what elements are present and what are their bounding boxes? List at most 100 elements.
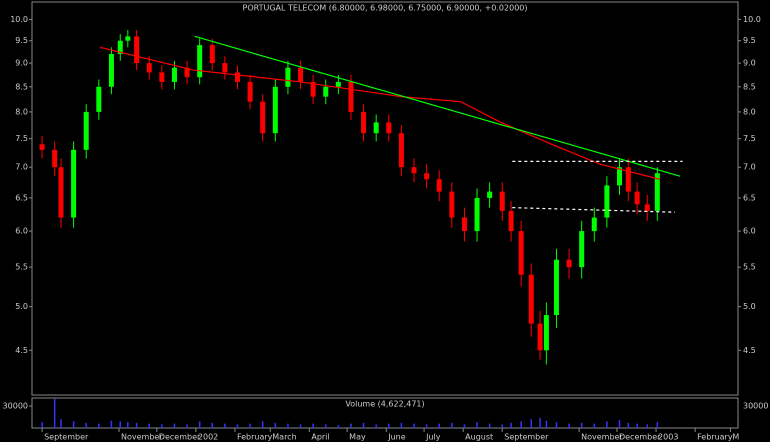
candle-body	[96, 86, 102, 112]
candle-body	[108, 53, 114, 87]
candle-body	[487, 191, 493, 198]
candle-body	[234, 72, 240, 82]
y-tick-label: 7.0	[15, 163, 28, 172]
candle-body	[436, 179, 442, 192]
y-tick-label: 7.0	[743, 163, 756, 172]
x-tick-label: February	[237, 433, 273, 442]
candle-body	[625, 167, 631, 192]
x-tick-label: 2002	[198, 433, 218, 442]
candle-body	[604, 185, 610, 218]
candle-body	[566, 259, 572, 268]
x-tick-label: August	[465, 433, 493, 442]
candle-body	[424, 173, 430, 180]
candle-body	[528, 274, 534, 324]
y-tick-label: 8.0	[15, 107, 28, 116]
candle-body	[499, 191, 505, 211]
y-tick-label: 6.5	[743, 193, 756, 202]
y-tick-label: 8.5	[15, 82, 28, 91]
candle-body	[634, 191, 640, 205]
candle-body	[386, 122, 392, 134]
candle-body	[247, 81, 253, 102]
candle-body	[373, 122, 379, 134]
candle-body	[616, 167, 622, 186]
x-tick-label: September	[504, 433, 549, 442]
x-tick-label: December	[619, 433, 661, 442]
candle-body	[518, 231, 524, 275]
candle-body	[553, 259, 559, 316]
candle-body	[58, 167, 64, 218]
candle-body	[117, 40, 123, 54]
candle-body	[146, 63, 152, 73]
candle-body	[411, 167, 417, 174]
candle-body	[474, 197, 480, 232]
candle-body	[184, 67, 190, 78]
candle-body	[125, 36, 131, 41]
y-tick-label: 6.0	[15, 227, 28, 236]
candle-body	[348, 81, 354, 112]
candle-body	[361, 111, 367, 134]
candle-body	[39, 144, 45, 150]
volume-title: Volume (4,622,471)	[345, 400, 424, 409]
y-tick-label: 6.5	[15, 193, 28, 202]
candle-body	[508, 210, 514, 232]
chart-title: PORTUGAL TELECOM (6.80000, 6.98000, 6.75…	[243, 4, 528, 13]
y-tick-label: 9.5	[743, 36, 756, 45]
candle-body	[449, 191, 455, 218]
y-tick-label: 30000	[743, 402, 768, 411]
candle-body	[323, 86, 329, 97]
y-tick-label: 10.0	[10, 15, 28, 24]
x-tick-label: November	[581, 433, 623, 442]
candle-body	[591, 217, 597, 232]
x-tick-label: June	[387, 433, 406, 442]
overlay-line	[99, 46, 660, 180]
y-tick-label: 5.5	[15, 263, 28, 272]
candle-body	[398, 133, 404, 168]
overlay-line	[194, 35, 681, 177]
x-tick-label: July	[425, 433, 441, 442]
y-tick-label: 5.0	[15, 302, 28, 311]
x-tick-label: February	[697, 433, 733, 442]
candle-body	[159, 72, 165, 82]
candle-body	[209, 45, 215, 64]
candle-body	[298, 67, 304, 82]
y-tick-label: 10.0	[743, 15, 761, 24]
y-tick-label: 30000	[3, 402, 28, 411]
x-tick-label: M	[732, 433, 739, 442]
y-tick-label: 6.0	[743, 227, 756, 236]
candle-body	[260, 101, 266, 134]
x-tick-label: May	[349, 433, 366, 442]
candle-body	[83, 111, 89, 150]
candle-body	[644, 204, 650, 211]
y-tick-label: 5.0	[743, 302, 756, 311]
y-tick-label: 9.5	[15, 36, 28, 45]
candle-body	[222, 63, 228, 73]
candle-body	[335, 81, 341, 87]
candle-body	[654, 173, 660, 211]
candle-body	[461, 217, 467, 232]
candle-body	[272, 86, 278, 134]
y-tick-label: 5.5	[743, 263, 756, 272]
y-tick-label: 9.0	[15, 59, 28, 68]
candle-body	[71, 149, 77, 218]
volume-frame	[31, 397, 739, 429]
y-tick-label: 4.5	[15, 346, 28, 355]
candle-body	[537, 323, 543, 351]
y-tick-label: 8.5	[743, 82, 756, 91]
x-tick-label: November	[121, 433, 163, 442]
candle-body	[285, 67, 291, 87]
candle-body	[310, 81, 316, 97]
candle-body	[543, 315, 549, 351]
candle-body	[171, 67, 177, 82]
y-tick-label: 7.5	[743, 134, 756, 143]
x-tick-label: December	[159, 433, 201, 442]
y-tick-label: 4.5	[743, 346, 756, 355]
x-tick-label: April	[311, 433, 329, 442]
x-tick-label: 2003	[658, 433, 678, 442]
candle-body	[134, 36, 140, 64]
x-tick-label: March	[272, 433, 296, 442]
candle-body	[579, 231, 585, 268]
x-tick-label: September	[44, 433, 89, 442]
y-tick-label: 7.5	[15, 134, 28, 143]
